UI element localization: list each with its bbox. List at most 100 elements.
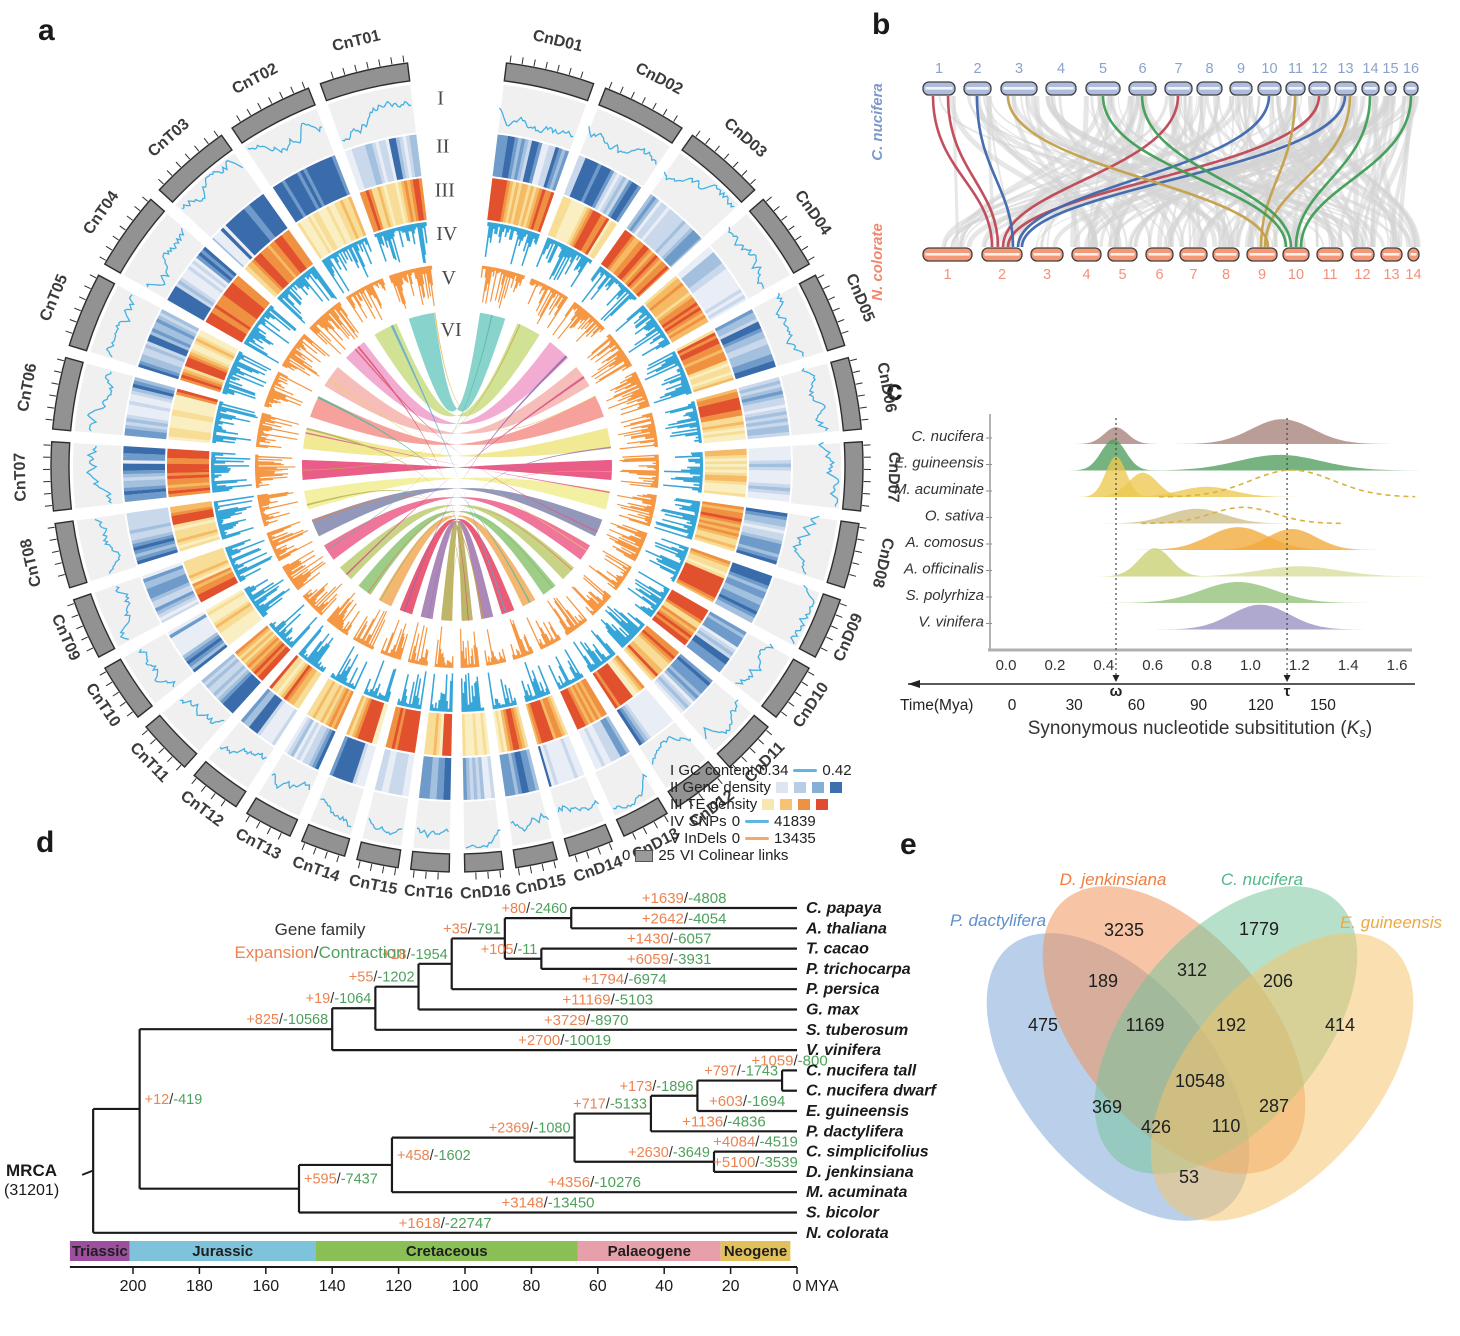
synteny-link	[1030, 95, 1227, 248]
tip-species-name: S. bicolor	[806, 1205, 880, 1222]
gene-density-track	[329, 735, 349, 776]
te-density-track	[592, 663, 633, 709]
gc-line	[320, 798, 352, 828]
synteny-link	[1299, 95, 1413, 248]
te-density-track	[502, 707, 523, 752]
colinear-ribbon	[328, 378, 588, 551]
te-density-track	[645, 277, 709, 343]
gene-density-track	[259, 701, 295, 744]
ideogram-ticks	[245, 815, 282, 840]
ideogram-ticks	[475, 870, 502, 880]
gc-line	[651, 735, 692, 765]
legend-color-swatch	[811, 782, 824, 793]
ideogram-ticks	[99, 196, 149, 261]
chromosome-number: 1	[943, 267, 951, 283]
chromosome-number: 7	[1189, 267, 1197, 283]
gc-line	[792, 515, 820, 575]
ideogram-ticks	[781, 671, 815, 717]
gene-density-track	[621, 705, 649, 742]
ideogram-ticks	[688, 778, 723, 807]
capsule-shine	[1182, 253, 1205, 256]
geo-period-label: Triassic	[72, 1243, 128, 1260]
gene-density-track	[284, 715, 322, 763]
ks-tick-label: 0.4	[1093, 657, 1114, 674]
ks-density-ridge	[1204, 529, 1380, 550]
gene-density-track	[243, 204, 276, 242]
synteny-link	[1040, 95, 1202, 248]
time-tick-label: 90	[1190, 697, 1208, 714]
synteny-link	[1006, 95, 1321, 248]
chromosome-number: 9	[1237, 61, 1245, 77]
colinear-links	[301, 312, 613, 621]
chromosome-number: 12	[1311, 61, 1327, 77]
chromosome-ideogram	[512, 841, 558, 869]
gene-density-track	[519, 139, 556, 188]
te-density-track	[339, 196, 367, 240]
synteny-link	[1201, 95, 1352, 248]
synteny-link	[1020, 95, 1347, 248]
te-density-track	[569, 680, 602, 725]
gene-density-track	[747, 460, 791, 496]
te-density-track	[251, 229, 314, 291]
tip-species-name: E. guineensis	[806, 1103, 909, 1120]
chromosome-number: 3	[1015, 61, 1023, 77]
panel-d-label: d	[36, 826, 55, 859]
gene-density-track	[213, 225, 255, 267]
colinear-ribbon	[301, 459, 613, 480]
venn-set-label: P. dactylifera	[950, 911, 1046, 930]
synteny-link	[931, 95, 994, 248]
te-density-track	[197, 576, 239, 603]
te-density-track	[205, 282, 265, 343]
te-density-track	[346, 695, 370, 738]
te-density-track	[683, 348, 734, 393]
chromosome-ideogram	[231, 87, 316, 144]
te-density-track	[627, 629, 676, 677]
capsule-shine	[1364, 87, 1377, 90]
gc-line	[94, 518, 121, 574]
tip-species-name: V. vinifera	[806, 1042, 881, 1059]
chromosome-label: CnD02	[633, 60, 686, 99]
gc-track-bg	[595, 753, 656, 817]
gc-line	[115, 586, 131, 640]
ideogram-ticks	[67, 603, 94, 652]
chromosome-label: CnT05	[37, 272, 72, 324]
capsule-shine	[1048, 87, 1074, 90]
tip-species-name: C. papaya	[806, 900, 882, 917]
panel-b-label: b	[872, 8, 891, 41]
ks-density-ridge	[1158, 566, 1441, 577]
chromosome-number: 4	[1082, 267, 1090, 283]
gene-density-track	[133, 537, 179, 565]
capsule-shine	[1148, 253, 1171, 256]
gene-density-track	[181, 257, 229, 301]
gene-family-counts: +2369/-1080	[489, 1121, 571, 1137]
track-numeral: V	[442, 267, 457, 289]
capsule-shine	[1383, 253, 1400, 256]
gc-track-bg	[244, 108, 335, 187]
te-density-track	[244, 265, 278, 298]
te-density-track	[464, 712, 491, 756]
synteny-link	[1142, 95, 1337, 248]
capsule-shine	[1074, 253, 1099, 256]
te-density-track	[167, 457, 211, 498]
ks-tick-label: 0.8	[1191, 657, 1212, 674]
gene-density-track	[248, 694, 283, 734]
synteny-link	[1133, 95, 1292, 248]
te-density-track	[171, 508, 215, 526]
indel-histogram	[605, 371, 650, 416]
legend-color-swatch	[798, 799, 811, 810]
chromosome-ideogram	[667, 760, 721, 808]
gene-density-track	[597, 172, 621, 212]
te-density-track	[640, 625, 680, 662]
gene-family-counts: +18/-1954	[382, 947, 448, 963]
tip-species-name: T. cacao	[806, 941, 869, 958]
tip-species-name: D. jenkinsiana	[806, 1164, 914, 1181]
legend-gene-density: II Gene density	[622, 779, 922, 796]
gene-density-track	[600, 717, 627, 758]
gene-family-counts: +3148/-13450	[501, 1195, 594, 1212]
gene-density-track	[132, 534, 178, 562]
time-scale-unit: MYA	[805, 1278, 839, 1295]
capsule-shine	[984, 253, 1020, 256]
gene-density-track	[129, 522, 177, 558]
ks-tick-label: 0.2	[1044, 657, 1065, 674]
gene-family-counts: +2642/-4054	[642, 910, 727, 927]
